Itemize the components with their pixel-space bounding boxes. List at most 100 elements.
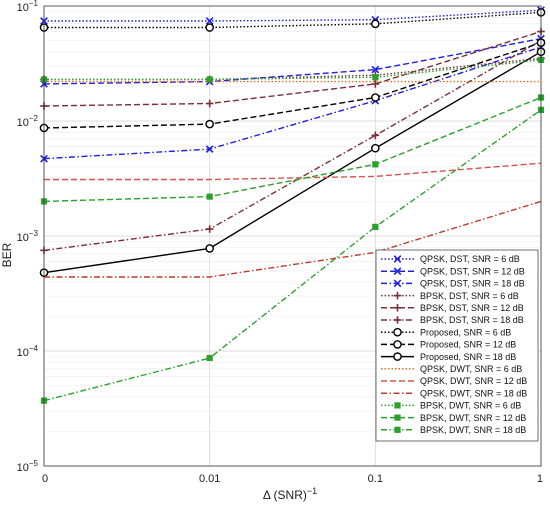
legend-label: QPSK, DWT, SNR = 6 dB	[420, 364, 522, 374]
series-line	[43, 39, 542, 252]
series-6	[40, 36, 545, 255]
y-tick-label: 10−3	[17, 229, 39, 244]
legend-entry: QPSK, DST, SNR = 6 dB	[381, 254, 520, 264]
legend-entry: BPSK, DWT, SNR = 12 dB	[381, 413, 526, 423]
data-point	[205, 225, 214, 233]
legend-label: BPSK, DST, SNR = 6 dB	[420, 291, 519, 301]
legend-label: QPSK, DST, SNR = 12 dB	[420, 266, 525, 276]
x-axis-label-exponent: −1	[307, 486, 317, 496]
legend-label: BPSK, DST, SNR = 18 dB	[420, 315, 524, 325]
data-point	[393, 352, 402, 361]
y-tick-label: 10−5	[17, 459, 39, 474]
legend-label: QPSK, DWT, SNR = 18 dB	[420, 388, 527, 398]
data-point	[393, 304, 402, 312]
series-line	[44, 59, 542, 81]
legend-entry: QPSK, DWT, SNR = 18 dB	[381, 388, 527, 398]
series-line	[43, 38, 542, 85]
data-point	[372, 223, 379, 230]
data-point	[394, 414, 401, 421]
series-line	[43, 42, 542, 129]
legend-label: QPSK, DST, SNR = 18 dB	[420, 279, 525, 289]
series-line	[43, 46, 542, 160]
legend-entry: Proposed, SNR = 18 dB	[381, 352, 516, 362]
data-point	[372, 161, 379, 168]
legend-entry: QPSK, DWT, SNR = 12 dB	[381, 376, 527, 386]
series-13	[40, 56, 545, 83]
data-point	[394, 426, 401, 433]
series-line	[43, 51, 542, 274]
series-line	[44, 9, 542, 22]
x-tick-label: 1	[537, 473, 543, 485]
series-2	[40, 34, 545, 88]
data-point	[205, 23, 214, 32]
x-tick-labels: 0 0.01 0.1 1	[42, 473, 543, 485]
legend-entry: QPSK, DST, SNR = 18 dB	[381, 279, 525, 289]
data-point	[371, 131, 380, 140]
data-point	[205, 99, 214, 108]
data-point	[206, 193, 213, 200]
series-1	[40, 6, 545, 25]
data-point	[372, 74, 379, 81]
data-point	[371, 80, 380, 88]
data-point	[371, 19, 380, 29]
x-axis-label: Δ (SNR)−1	[263, 486, 317, 502]
series-line	[43, 30, 542, 107]
legend-entry: QPSK, DWT, SNR = 6 dB	[381, 364, 522, 374]
legend-entry: BPSK, DWT, SNR = 6 dB	[381, 401, 521, 411]
data-point	[206, 354, 213, 362]
x-tick-label: 0.01	[199, 473, 220, 485]
series-line	[44, 162, 542, 181]
series-8	[39, 38, 546, 133]
data-point	[393, 340, 402, 349]
series-line	[44, 11, 542, 29]
legend-entry: QPSK, DST, SNR = 12 dB	[381, 266, 525, 276]
series-line	[43, 96, 542, 203]
data-point	[371, 143, 380, 153]
data-point	[394, 402, 401, 409]
legend-label: Proposed, SNR = 12 dB	[420, 340, 516, 350]
series-layer	[39, 6, 546, 404]
legend-label: Proposed, SNR = 6 dB	[420, 327, 511, 337]
x-tick-label: 0	[42, 473, 48, 485]
series-11	[44, 162, 542, 181]
data-point	[205, 119, 214, 129]
y-tick-label: 10−1	[17, 0, 39, 14]
data-point	[393, 291, 402, 300]
x-tick-label: 0.1	[368, 473, 383, 485]
x-axis-label-main: Δ (SNR)	[263, 488, 307, 502]
legend-entry: BPSK, DST, SNR = 6 dB	[381, 291, 519, 301]
series-3	[40, 43, 545, 163]
legend-label: Proposed, SNR = 18 dB	[420, 352, 516, 362]
legend-entry: Proposed, SNR = 12 dB	[381, 340, 516, 350]
data-point	[393, 267, 402, 276]
y-tick-labels: 10−1 10−2 10−3 10−4 10−5	[17, 0, 39, 474]
series-line	[43, 109, 542, 402]
data-point	[205, 17, 214, 25]
y-tick-label: 10−4	[17, 344, 39, 359]
legend-box	[375, 249, 539, 442]
legend-label: BPSK, DST, SNR = 12 dB	[420, 303, 524, 313]
legend-label: BPSK, DWT, SNR = 12 dB	[420, 413, 526, 423]
series-4	[40, 54, 545, 84]
legend-label: QPSK, DST, SNR = 6 dB	[420, 254, 520, 264]
legend-entry: BPSK, DST, SNR = 18 dB	[381, 315, 524, 325]
y-axis-label: BER	[0, 242, 14, 267]
y-tick-label: 10−2	[17, 114, 39, 129]
data-point	[205, 145, 214, 153]
data-point	[371, 65, 380, 74]
data-point	[205, 244, 214, 253]
legend-entry: BPSK, DST, SNR = 12 dB	[381, 303, 524, 313]
data-point	[393, 327, 402, 337]
series-line	[44, 57, 542, 81]
series-5	[40, 27, 545, 110]
legend: QPSK, DST, SNR = 6 dB QPSK, DST, SNR = 12…	[375, 249, 539, 442]
data-point	[371, 93, 380, 102]
legend-label: QPSK, DWT, SNR = 12 dB	[420, 376, 527, 386]
legend-label: BPSK, DWT, SNR = 18 dB	[420, 425, 526, 435]
legend-label: BPSK, DWT, SNR = 6 dB	[420, 401, 521, 411]
legend-entry: BPSK, DWT, SNR = 18 dB	[381, 425, 526, 435]
plot-frame	[43, 5, 542, 467]
data-point	[393, 316, 402, 324]
data-point	[393, 255, 402, 263]
